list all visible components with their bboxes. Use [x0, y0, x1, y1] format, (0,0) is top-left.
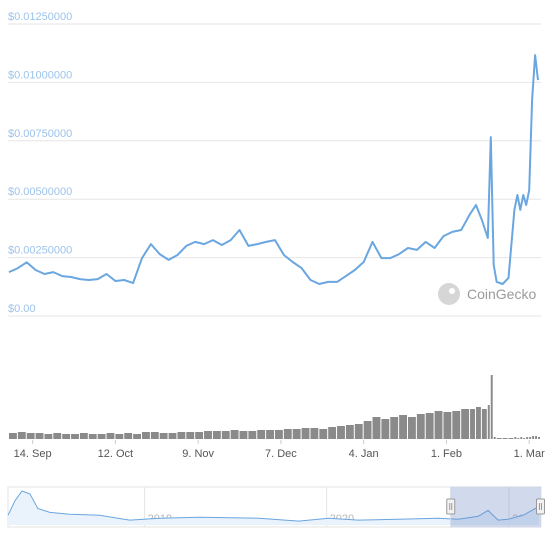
volume-bar	[71, 434, 79, 439]
watermark-text: CoinGecko	[467, 286, 536, 302]
volume-bar	[168, 433, 177, 439]
volume-bar	[221, 431, 230, 439]
volume-bar	[526, 437, 529, 439]
watermark-logo	[438, 283, 460, 305]
volume-bar	[257, 430, 266, 439]
volume-bar	[248, 431, 257, 439]
volume-bar	[381, 419, 390, 439]
navigator-handle[interactable]	[536, 498, 546, 515]
volume-bar	[496, 438, 502, 439]
volume-bar	[508, 438, 514, 439]
x-tick-label: 1. Feb	[431, 448, 462, 460]
volume-bar	[310, 428, 319, 439]
volume-bar	[345, 425, 354, 439]
x-tick-label: 12. Oct	[98, 448, 133, 460]
volume-bar	[239, 431, 248, 439]
y-tick-label: $0.00500000	[8, 186, 72, 198]
volume-bar	[399, 415, 407, 439]
navigator-area	[8, 491, 539, 525]
x-tick-label: 9. Nov	[182, 448, 214, 460]
volume-bar	[523, 438, 526, 439]
x-tick-label: 14. Sep	[14, 448, 52, 460]
volume-bar	[481, 409, 487, 439]
price-line	[8, 54, 539, 285]
navigator-line	[7, 490, 540, 522]
navigator-selection	[450, 486, 542, 528]
volume-bar	[390, 417, 399, 439]
volume-bar	[283, 429, 292, 439]
volume-bar	[44, 434, 53, 439]
volume-bar	[106, 433, 115, 439]
volume-bar	[425, 413, 434, 439]
navigator-handle[interactable]	[446, 498, 456, 515]
y-tick-label: $0.00750000	[8, 128, 72, 140]
volume-bar	[26, 433, 35, 439]
volume-bar	[292, 429, 301, 439]
volume-bar	[337, 426, 345, 439]
volume-bar	[529, 437, 532, 439]
volume-bar	[490, 375, 493, 439]
volume-bar	[408, 417, 416, 439]
volume-bar	[452, 411, 461, 439]
volume-bar	[443, 412, 452, 439]
volume-bar	[470, 409, 475, 439]
volume-bar	[520, 437, 523, 439]
volume-bar	[532, 436, 535, 439]
volume-bar	[328, 427, 337, 439]
y-tick-label: $0.01250000	[8, 11, 72, 23]
volume-bar	[150, 432, 159, 439]
volume-bar	[517, 438, 520, 439]
volume-bar	[416, 414, 425, 439]
volume-bar	[133, 434, 141, 439]
volume-bar	[363, 421, 372, 439]
volume-bar	[230, 430, 239, 439]
volume-bar	[301, 428, 310, 439]
watermark: CoinGecko	[438, 283, 536, 305]
volume-bar	[372, 417, 381, 439]
volume-bar	[434, 411, 443, 439]
volume-bar	[35, 433, 44, 439]
volume-bar	[195, 432, 204, 439]
volume-bar	[275, 430, 283, 439]
volume-bar	[514, 437, 517, 439]
volume-bar	[88, 434, 97, 439]
watermark-logo-eye	[449, 288, 455, 294]
volume-bar	[17, 432, 26, 439]
y-tick-label: $0.01000000	[8, 69, 72, 81]
x-tick-label: 7. Dec	[265, 448, 297, 460]
volume-bar	[142, 432, 150, 439]
volume-bar	[79, 433, 88, 439]
volume-bar	[475, 407, 481, 439]
volume-bar	[124, 433, 133, 439]
volume-bar	[204, 431, 212, 439]
volume-bar	[538, 437, 540, 439]
x-tick-label: 1. Mar	[514, 448, 546, 460]
volume-bar	[502, 438, 508, 439]
x-tick-label: 4. Jan	[349, 448, 379, 460]
volume-bar	[319, 429, 328, 439]
volume-bar	[461, 409, 470, 439]
volume-bar	[354, 424, 363, 439]
volume-bar	[9, 433, 17, 439]
volume-bar	[266, 430, 274, 439]
volume-bar	[177, 432, 186, 439]
volume-bar	[115, 434, 124, 439]
volume-bar	[159, 433, 168, 439]
volume-bar	[97, 434, 106, 439]
volume-bar	[493, 437, 496, 439]
volume-bar	[487, 405, 490, 439]
volume-bar	[62, 434, 71, 439]
volume-bar	[212, 431, 221, 439]
y-tick-label: $0.00	[8, 303, 36, 315]
volume-bar	[186, 432, 195, 439]
y-tick-label: $0.00250000	[8, 245, 72, 257]
volume-bar	[53, 433, 62, 439]
volume-bar	[535, 436, 538, 439]
